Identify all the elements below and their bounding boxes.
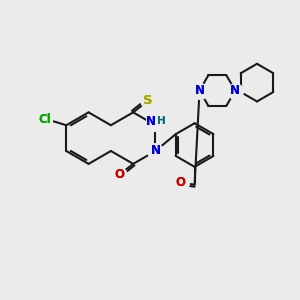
Text: H: H xyxy=(158,116,166,126)
Text: H: H xyxy=(158,116,166,126)
Text: N: N xyxy=(230,84,240,97)
Text: O: O xyxy=(114,168,124,181)
Text: N: N xyxy=(151,145,160,158)
Text: S: S xyxy=(143,94,153,107)
Text: Cl: Cl xyxy=(38,113,51,126)
Text: N: N xyxy=(146,115,155,128)
Text: O: O xyxy=(114,168,124,181)
Text: Cl: Cl xyxy=(38,113,51,126)
Text: N: N xyxy=(230,84,240,97)
Text: N: N xyxy=(194,84,205,97)
Text: N: N xyxy=(194,84,205,97)
Text: N: N xyxy=(151,145,160,158)
Text: S: S xyxy=(143,94,153,107)
Text: O: O xyxy=(176,176,186,189)
Text: O: O xyxy=(176,176,186,189)
Text: N: N xyxy=(146,115,155,128)
